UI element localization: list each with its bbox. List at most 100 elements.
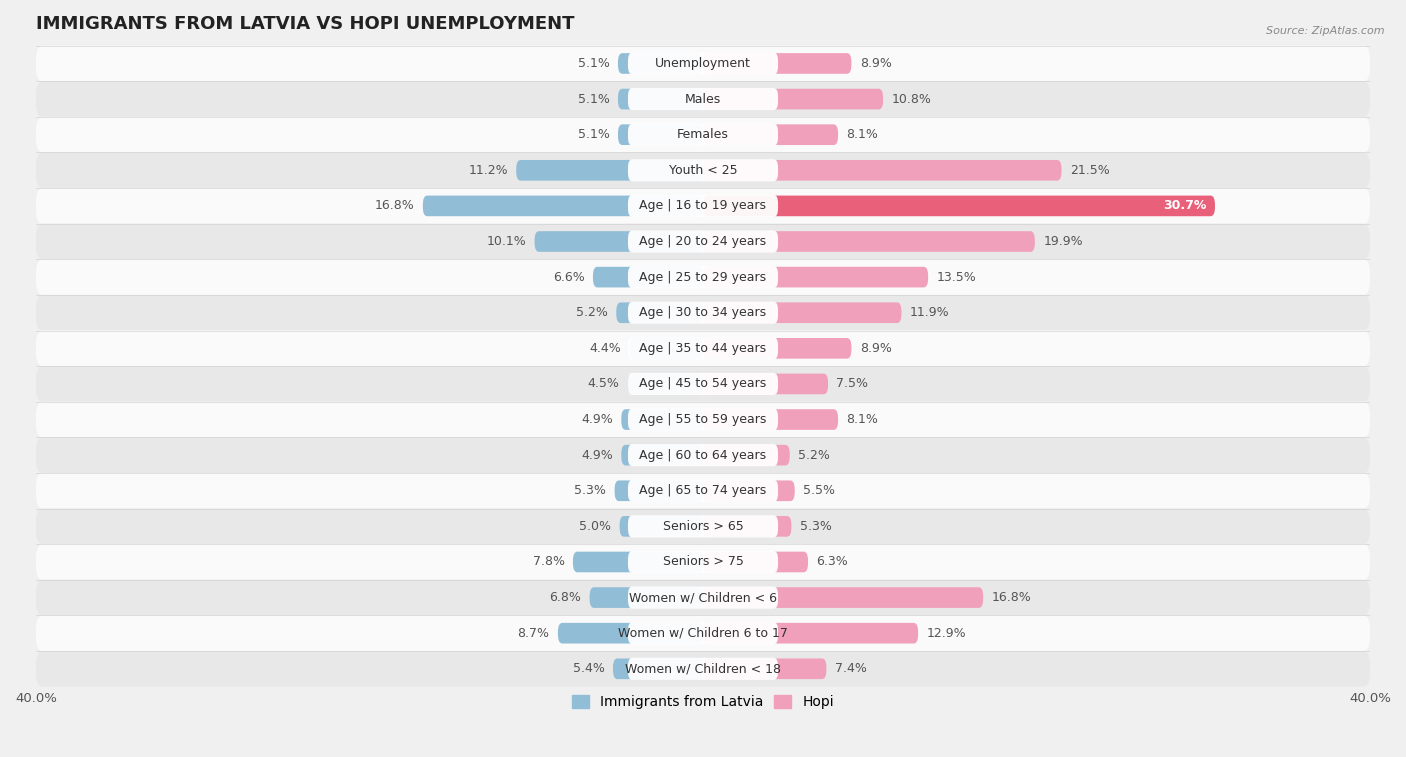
FancyBboxPatch shape (37, 615, 1369, 651)
Text: Seniors > 65: Seniors > 65 (662, 520, 744, 533)
Text: 6.8%: 6.8% (550, 591, 581, 604)
Text: Seniors > 75: Seniors > 75 (662, 556, 744, 569)
FancyBboxPatch shape (37, 331, 1369, 366)
Text: 8.9%: 8.9% (859, 57, 891, 70)
Text: 4.4%: 4.4% (589, 342, 621, 355)
FancyBboxPatch shape (628, 123, 778, 146)
FancyBboxPatch shape (593, 266, 703, 288)
FancyBboxPatch shape (628, 52, 778, 74)
FancyBboxPatch shape (613, 659, 703, 679)
Text: Age | 25 to 29 years: Age | 25 to 29 years (640, 270, 766, 284)
FancyBboxPatch shape (628, 195, 778, 217)
Text: 19.9%: 19.9% (1043, 235, 1083, 248)
Text: 8.9%: 8.9% (859, 342, 891, 355)
FancyBboxPatch shape (37, 402, 1369, 438)
Text: Women w/ Children < 6: Women w/ Children < 6 (628, 591, 778, 604)
Text: 5.2%: 5.2% (576, 307, 607, 319)
Text: Age | 16 to 19 years: Age | 16 to 19 years (640, 199, 766, 213)
FancyBboxPatch shape (703, 302, 901, 323)
Text: 10.1%: 10.1% (486, 235, 526, 248)
FancyBboxPatch shape (37, 651, 1369, 687)
FancyBboxPatch shape (628, 159, 778, 182)
FancyBboxPatch shape (703, 266, 928, 288)
Text: 7.5%: 7.5% (837, 378, 869, 391)
FancyBboxPatch shape (516, 160, 703, 181)
Text: Women w/ Children < 18: Women w/ Children < 18 (626, 662, 780, 675)
FancyBboxPatch shape (616, 302, 703, 323)
Text: 4.9%: 4.9% (581, 449, 613, 462)
Legend: Immigrants from Latvia, Hopi: Immigrants from Latvia, Hopi (567, 690, 839, 715)
FancyBboxPatch shape (703, 124, 838, 145)
FancyBboxPatch shape (703, 338, 852, 359)
FancyBboxPatch shape (703, 587, 983, 608)
Text: Age | 55 to 59 years: Age | 55 to 59 years (640, 413, 766, 426)
FancyBboxPatch shape (630, 338, 703, 359)
FancyBboxPatch shape (37, 295, 1369, 331)
Text: 5.1%: 5.1% (578, 92, 610, 105)
FancyBboxPatch shape (628, 230, 778, 253)
FancyBboxPatch shape (628, 444, 778, 466)
Text: Unemployment: Unemployment (655, 57, 751, 70)
Text: Males: Males (685, 92, 721, 105)
Text: 6.3%: 6.3% (817, 556, 848, 569)
FancyBboxPatch shape (628, 658, 778, 680)
Text: 6.6%: 6.6% (553, 270, 585, 284)
FancyBboxPatch shape (37, 438, 1369, 473)
Text: 5.0%: 5.0% (579, 520, 612, 533)
FancyBboxPatch shape (628, 480, 778, 502)
FancyBboxPatch shape (703, 53, 852, 73)
Text: 4.5%: 4.5% (588, 378, 620, 391)
Text: 10.8%: 10.8% (891, 92, 931, 105)
FancyBboxPatch shape (37, 45, 1369, 81)
Text: 12.9%: 12.9% (927, 627, 966, 640)
FancyBboxPatch shape (534, 231, 703, 252)
FancyBboxPatch shape (37, 260, 1369, 295)
Text: Age | 60 to 64 years: Age | 60 to 64 years (640, 449, 766, 462)
FancyBboxPatch shape (703, 89, 883, 110)
Text: Women w/ Children 6 to 17: Women w/ Children 6 to 17 (619, 627, 787, 640)
FancyBboxPatch shape (628, 374, 703, 394)
FancyBboxPatch shape (628, 266, 778, 288)
FancyBboxPatch shape (703, 659, 827, 679)
FancyBboxPatch shape (37, 473, 1369, 509)
FancyBboxPatch shape (423, 195, 703, 217)
FancyBboxPatch shape (589, 587, 703, 608)
Text: 13.5%: 13.5% (936, 270, 976, 284)
FancyBboxPatch shape (37, 152, 1369, 188)
FancyBboxPatch shape (37, 509, 1369, 544)
Text: 5.2%: 5.2% (799, 449, 830, 462)
Text: 30.7%: 30.7% (1163, 199, 1206, 213)
FancyBboxPatch shape (558, 623, 703, 643)
FancyBboxPatch shape (37, 117, 1369, 152)
Text: Females: Females (678, 128, 728, 142)
FancyBboxPatch shape (619, 89, 703, 110)
Text: 5.4%: 5.4% (572, 662, 605, 675)
Text: 8.1%: 8.1% (846, 413, 879, 426)
Text: 5.3%: 5.3% (800, 520, 831, 533)
Text: 16.8%: 16.8% (375, 199, 415, 213)
Text: 7.8%: 7.8% (533, 556, 565, 569)
FancyBboxPatch shape (703, 195, 1215, 217)
FancyBboxPatch shape (703, 623, 918, 643)
FancyBboxPatch shape (628, 409, 778, 431)
FancyBboxPatch shape (619, 124, 703, 145)
FancyBboxPatch shape (620, 516, 703, 537)
FancyBboxPatch shape (628, 373, 778, 395)
FancyBboxPatch shape (703, 445, 790, 466)
FancyBboxPatch shape (703, 374, 828, 394)
Text: 8.7%: 8.7% (517, 627, 550, 640)
Text: Age | 35 to 44 years: Age | 35 to 44 years (640, 342, 766, 355)
Text: 21.5%: 21.5% (1070, 164, 1109, 177)
FancyBboxPatch shape (614, 481, 703, 501)
FancyBboxPatch shape (628, 587, 778, 609)
FancyBboxPatch shape (628, 302, 778, 324)
FancyBboxPatch shape (572, 552, 703, 572)
FancyBboxPatch shape (37, 224, 1369, 260)
FancyBboxPatch shape (703, 552, 808, 572)
Text: 5.5%: 5.5% (803, 484, 835, 497)
Text: 11.9%: 11.9% (910, 307, 949, 319)
Text: 8.1%: 8.1% (846, 128, 879, 142)
FancyBboxPatch shape (619, 53, 703, 73)
Text: 7.4%: 7.4% (835, 662, 866, 675)
FancyBboxPatch shape (628, 516, 778, 537)
